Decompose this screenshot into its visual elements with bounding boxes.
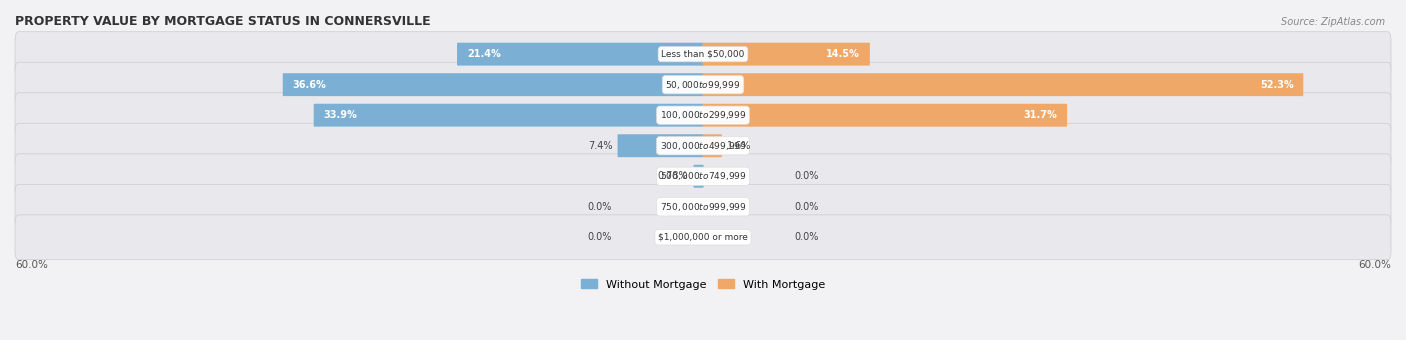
Text: 1.6%: 1.6% (727, 141, 751, 151)
Text: PROPERTY VALUE BY MORTGAGE STATUS IN CONNERSVILLE: PROPERTY VALUE BY MORTGAGE STATUS IN CON… (15, 15, 430, 28)
Text: $100,000 to $299,999: $100,000 to $299,999 (659, 109, 747, 121)
Text: 60.0%: 60.0% (15, 260, 48, 270)
FancyBboxPatch shape (15, 184, 1391, 229)
Text: 52.3%: 52.3% (1260, 80, 1294, 90)
Text: $750,000 to $999,999: $750,000 to $999,999 (659, 201, 747, 213)
FancyBboxPatch shape (15, 32, 1391, 76)
Text: $50,000 to $99,999: $50,000 to $99,999 (665, 79, 741, 91)
Text: 0.0%: 0.0% (586, 202, 612, 212)
Text: 0.0%: 0.0% (586, 232, 612, 242)
Text: 7.4%: 7.4% (588, 141, 613, 151)
FancyBboxPatch shape (457, 43, 703, 66)
FancyBboxPatch shape (703, 73, 1303, 96)
Text: 0.0%: 0.0% (794, 232, 820, 242)
FancyBboxPatch shape (703, 104, 1067, 126)
FancyBboxPatch shape (693, 165, 703, 188)
Text: 21.4%: 21.4% (467, 49, 501, 59)
Text: Less than $50,000: Less than $50,000 (661, 50, 745, 59)
FancyBboxPatch shape (314, 104, 703, 126)
FancyBboxPatch shape (15, 123, 1391, 168)
Text: 14.5%: 14.5% (827, 49, 860, 59)
Text: 0.0%: 0.0% (794, 202, 820, 212)
Text: 33.9%: 33.9% (323, 110, 357, 120)
Text: Source: ZipAtlas.com: Source: ZipAtlas.com (1281, 17, 1385, 27)
Text: 60.0%: 60.0% (1358, 260, 1391, 270)
FancyBboxPatch shape (283, 73, 703, 96)
Text: 0.78%: 0.78% (658, 171, 689, 181)
FancyBboxPatch shape (15, 215, 1391, 260)
FancyBboxPatch shape (15, 154, 1391, 199)
FancyBboxPatch shape (703, 43, 870, 66)
FancyBboxPatch shape (617, 134, 703, 157)
Text: 31.7%: 31.7% (1024, 110, 1057, 120)
Text: $500,000 to $749,999: $500,000 to $749,999 (659, 170, 747, 182)
Text: $300,000 to $499,999: $300,000 to $499,999 (659, 140, 747, 152)
FancyBboxPatch shape (15, 62, 1391, 107)
FancyBboxPatch shape (15, 93, 1391, 138)
Text: $1,000,000 or more: $1,000,000 or more (658, 233, 748, 242)
FancyBboxPatch shape (703, 134, 721, 157)
Text: 36.6%: 36.6% (292, 80, 326, 90)
Legend: Without Mortgage, With Mortgage: Without Mortgage, With Mortgage (576, 275, 830, 294)
Text: 0.0%: 0.0% (794, 171, 820, 181)
